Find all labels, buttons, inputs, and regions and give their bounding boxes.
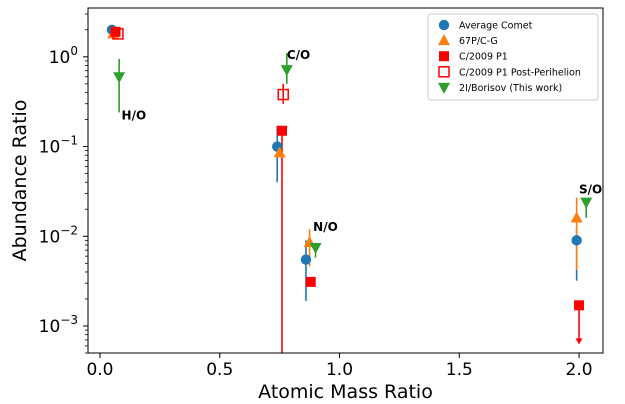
data-point (574, 300, 585, 311)
data-point (580, 197, 593, 209)
annotation-label: H/O (122, 109, 147, 123)
x-tick-label: 1.5 (446, 360, 473, 380)
data-point (277, 88, 289, 101)
annotation-label: C/O (287, 48, 310, 62)
data-point (277, 125, 288, 136)
data-point (309, 242, 322, 254)
annotation-label: S/O (579, 182, 602, 196)
y-axis-title: Abundance Ratio (9, 100, 31, 262)
legend-marker (439, 51, 449, 62)
x-axis-title: Atomic Mass Ratio (258, 381, 433, 403)
y-tick-label: 10−2 (39, 223, 78, 247)
legend-label: 2I/Borisov (This work) (459, 83, 562, 94)
y-tick-label: 10−1 (39, 134, 78, 158)
data-point (280, 65, 293, 77)
legend-marker (438, 19, 450, 31)
legend: Average Comet 67P/C-G C/2009 P1 C/2009 P1 P… (427, 13, 599, 101)
data-point (273, 146, 286, 158)
data-point (571, 235, 582, 246)
annotations: H/O C/O N/O S/O (122, 48, 603, 234)
legend-marker (438, 66, 450, 78)
legend-box (427, 13, 599, 101)
legend-label: C/2009 P1 (459, 52, 508, 63)
data-point (300, 254, 312, 265)
legend-label: 67P/C-G (459, 36, 498, 47)
data-point (112, 28, 124, 40)
annotation-label: N/O (313, 220, 338, 234)
data-point (113, 72, 126, 84)
x-tick-label: 0.0 (86, 360, 113, 380)
y-tick-label: 10−3 (39, 313, 78, 337)
data-point (570, 211, 583, 223)
x-tick-label: 2.0 (566, 360, 593, 380)
legend-marker (438, 82, 450, 94)
data-marks (106, 24, 593, 353)
data-point (305, 276, 316, 287)
axes: 0.0 0.5 1.0 1.5 2.0 100 10−1 10−2 10−3 Atomic Mas… (9, 7, 604, 403)
x-tick-label: 1.0 (326, 360, 353, 380)
legend-marker (438, 34, 450, 46)
plot-frame (87, 7, 604, 354)
data-point (110, 26, 121, 37)
upper-limit-arrow (575, 338, 583, 345)
x-tick-label: 0.5 (206, 360, 233, 380)
legend-label: Average Comet (459, 21, 533, 32)
legend-label: C/2009 P1 Post-Perihelion (459, 67, 581, 78)
y-tick-label: 100 (49, 44, 78, 68)
